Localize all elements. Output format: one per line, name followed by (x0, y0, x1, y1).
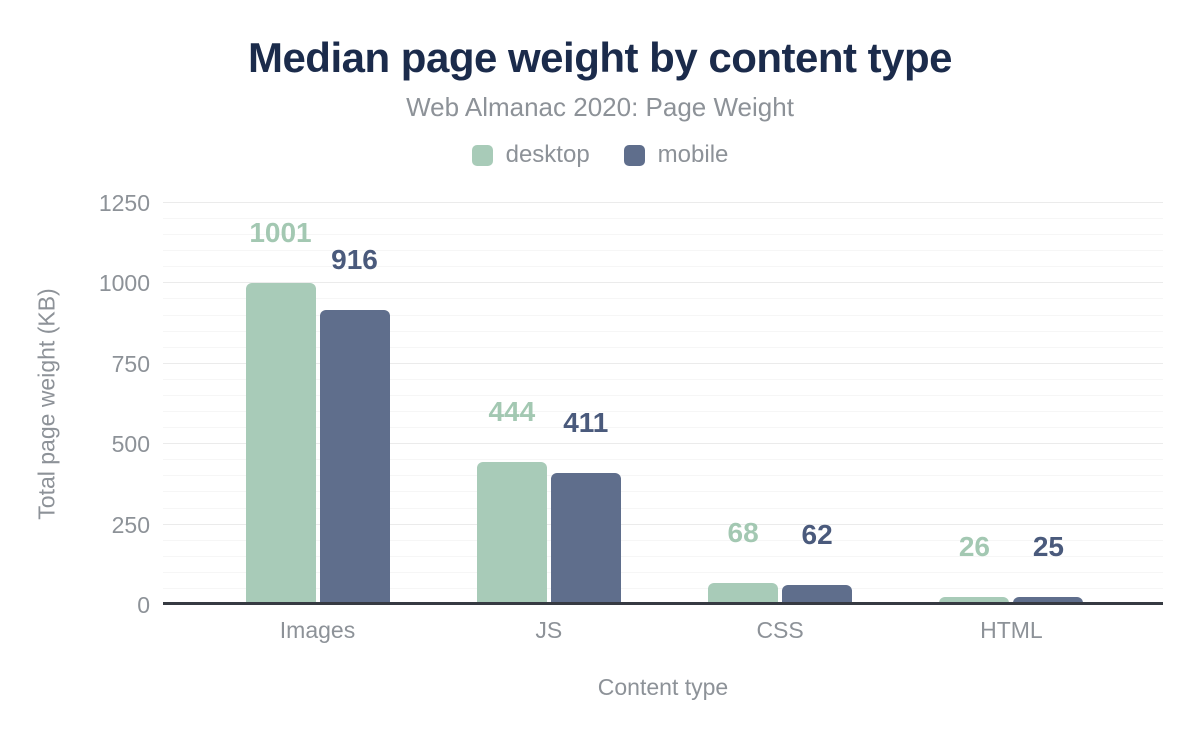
value-label-desktop-images: 1001 (249, 217, 312, 249)
gridline (163, 298, 1163, 300)
gridline (163, 266, 1163, 268)
gridline (163, 362, 1163, 364)
chart-subtitle: Web Almanac 2020: Page Weight (406, 92, 794, 122)
bar-desktop-css (708, 583, 779, 605)
x-tick-label-images: Images (279, 617, 356, 643)
bar-desktop-images (245, 283, 316, 605)
gridline (163, 202, 1163, 203)
chart-title: Median page weight by content type (247, 34, 953, 81)
gridline (163, 427, 1163, 429)
legend-item-mobile: mobile (623, 141, 729, 169)
gridline (163, 411, 1163, 413)
gridline (163, 250, 1163, 252)
value-label-desktop-html: 26 (958, 530, 990, 562)
gridline (163, 346, 1163, 348)
bar-mobile-css (782, 585, 853, 605)
gridline (163, 443, 1163, 445)
value-label-mobile-css: 62 (801, 519, 833, 551)
bar-mobile-html (1013, 596, 1084, 605)
gridline (163, 491, 1163, 493)
gridline (163, 234, 1163, 236)
gridline (163, 523, 1163, 525)
gridline (163, 330, 1163, 332)
y-tick-label: 1000 (98, 270, 150, 297)
gridline (163, 378, 1163, 380)
x-tick-label-js: JS (535, 617, 563, 643)
legend-label-mobile: mobile (657, 141, 729, 168)
x-axis-title: Content type (597, 674, 729, 700)
mobile-legend-swatch (623, 144, 645, 166)
value-label-mobile-images: 916 (331, 244, 378, 276)
legend-item-desktop: desktop (471, 141, 590, 169)
gridline (163, 282, 1163, 284)
x-axis-tick-labels: Images JS CSS HTML (163, 617, 1163, 647)
y-tick-label: 750 (111, 350, 150, 377)
x-tick-label-css: CSS (756, 617, 804, 643)
legend: desktop mobile (0, 141, 1200, 169)
value-label-mobile-js: 411 (563, 406, 609, 438)
gridline (163, 587, 1163, 589)
bar-mobile-images (319, 310, 390, 605)
x-axis-line (163, 602, 1163, 605)
gridline (163, 394, 1163, 396)
y-tick-label: 0 (137, 592, 150, 618)
x-tick-label-html: HTML (980, 617, 1043, 643)
plot-area: 1001 444 68 26 916 411 62 25 (163, 202, 1163, 605)
desktop-legend-swatch (471, 144, 493, 166)
bar-desktop-js (476, 462, 547, 605)
bar-mobile-js (550, 472, 621, 605)
gridline (163, 539, 1163, 541)
y-tick-label: 500 (111, 431, 150, 458)
y-axis-tick-labels: 0 250 500 750 1000 1250 (56, 190, 150, 618)
value-label-desktop-css: 68 (727, 517, 759, 549)
gridline (163, 555, 1163, 557)
y-tick-label: 1250 (98, 190, 150, 216)
bar-desktop-html (939, 596, 1010, 605)
gridline (163, 571, 1163, 573)
gridline (163, 218, 1163, 220)
y-tick-label: 250 (111, 511, 150, 538)
gridline (163, 507, 1163, 509)
gridline (163, 459, 1163, 461)
gridline (163, 314, 1163, 316)
value-label-desktop-js: 444 (488, 396, 536, 428)
value-label-mobile-html: 25 (1032, 530, 1064, 562)
legend-label-desktop: desktop (505, 141, 590, 168)
gridline (163, 475, 1163, 477)
